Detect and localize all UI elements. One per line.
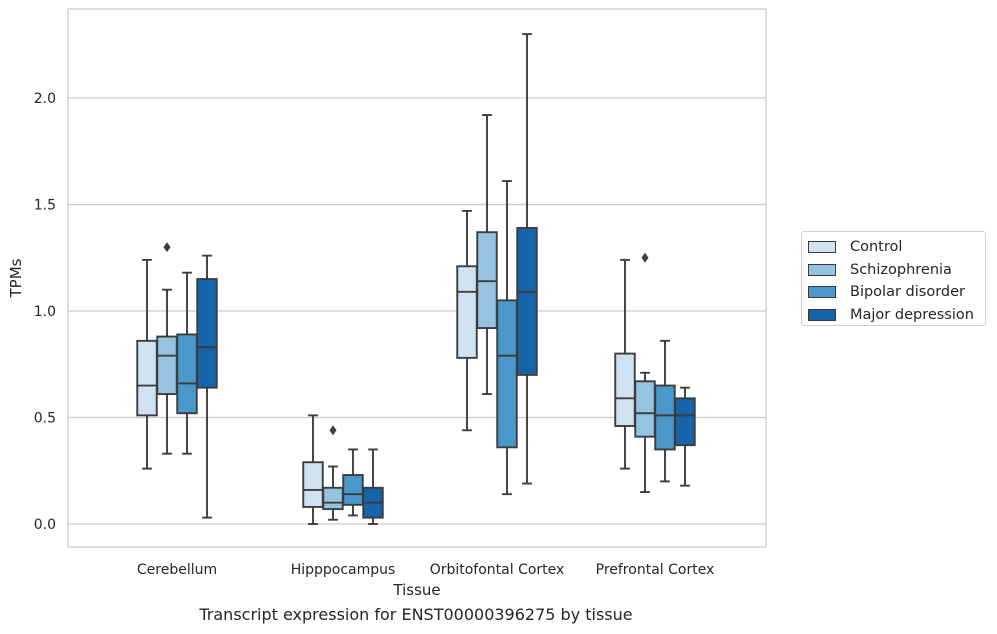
y-tick-labels: 0.0 0.5 1.0 1.5 2.0 (34, 91, 56, 533)
box-body (654, 384, 676, 451)
box-body (456, 265, 478, 359)
x-tick-label: Hipppocampus (291, 562, 396, 578)
y-tick-label: 1.0 (34, 304, 56, 320)
legend-swatch (808, 286, 836, 299)
box-body (614, 352, 636, 427)
box-major-depression (362, 448, 384, 525)
box-schizophrenia (634, 252, 656, 493)
box-control (456, 209, 478, 432)
legend-label: Schizophrenia (850, 261, 952, 278)
legend-item: Bipolar disorder (808, 281, 985, 304)
legend-item: Schizophrenia (808, 259, 985, 282)
box-series (136, 33, 696, 525)
box-body (674, 397, 696, 447)
legend-item: Major depression (808, 304, 985, 327)
box-body (516, 226, 538, 376)
box-body (156, 335, 178, 396)
box-bipolar-disorder (176, 271, 198, 455)
grid-lines (68, 97, 766, 525)
box-bipolar-disorder (496, 180, 518, 496)
legend-swatch (808, 263, 836, 276)
legend-label: Major depression (850, 306, 974, 323)
legend-item: Control (808, 236, 985, 259)
box-body (302, 461, 324, 508)
box-schizophrenia (322, 425, 344, 521)
box-control (136, 258, 158, 470)
x-tick-label: Cerebellum (137, 562, 217, 578)
box-schizophrenia (476, 114, 498, 396)
box-body (136, 339, 158, 417)
legend-label: Bipolar disorder (850, 284, 965, 301)
plot-frame (67, 8, 767, 548)
x-tick-label: Orbitofontal Cortex (430, 562, 565, 578)
legend-label: Control (850, 239, 903, 256)
legend-swatch (808, 308, 836, 321)
outlier-marker (329, 425, 337, 436)
x-axis-title: Tissue (392, 581, 440, 599)
box-body (322, 486, 344, 511)
outlier-marker (163, 242, 171, 253)
box-bipolar-disorder (342, 448, 364, 517)
legend: Control Schizophrenia Bipolar disorder Majo… (801, 231, 986, 326)
y-tick-label: 0.5 (34, 411, 56, 427)
box-body (634, 380, 656, 438)
legend-swatch (808, 241, 836, 254)
outlier-marker (641, 252, 649, 263)
box-major-depression (516, 33, 538, 485)
box-control (302, 414, 324, 525)
y-tick-label: 0.0 (34, 517, 56, 533)
box-body (196, 278, 218, 389)
box-control (614, 258, 636, 470)
y-tick-label: 2.0 (34, 91, 56, 107)
y-tick-label: 1.5 (34, 198, 56, 214)
box-body (342, 474, 364, 506)
y-axis-title: TPMs (7, 258, 25, 298)
box-bipolar-disorder (654, 339, 676, 483)
chart-caption: Transcript expression for ENST0000039627… (199, 605, 633, 624)
box-body (496, 299, 518, 449)
box-schizophrenia (156, 242, 178, 455)
x-tick-label: Prefrontal Cortex (596, 562, 715, 578)
box-major-depression (674, 386, 696, 487)
box-major-depression (196, 254, 218, 519)
box-body (176, 333, 198, 415)
x-tick-labels: Cerebellum Hipppocampus Orbitofontal Corte… (137, 562, 714, 578)
box-body (476, 231, 498, 329)
